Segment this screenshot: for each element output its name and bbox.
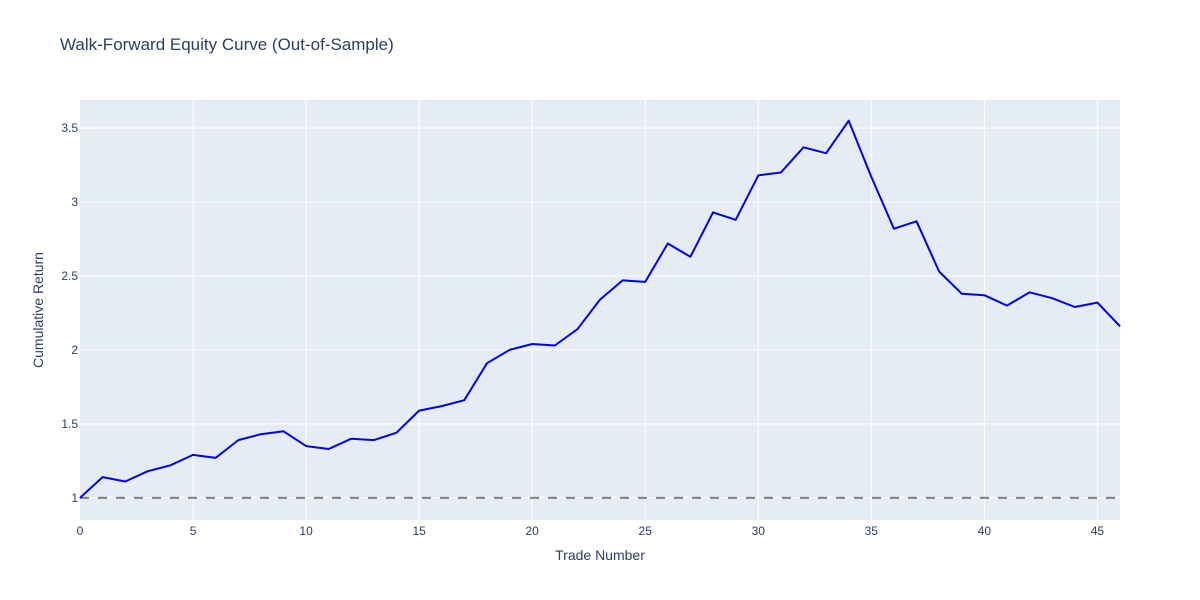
y-tick-label: 3 — [71, 195, 78, 209]
x-gridlines — [192, 100, 1098, 520]
y-tick-label: 2 — [71, 343, 78, 357]
y-tick-label: 1 — [71, 491, 78, 505]
x-tick-label: 5 — [190, 524, 197, 538]
equity-curve-line — [79, 119, 1121, 499]
chart-title: Walk-Forward Equity Curve (Out-of-Sample… — [60, 35, 394, 54]
x-tick-label: 15 — [412, 524, 426, 538]
x-tick-label: 45 — [1091, 524, 1105, 538]
plot-area[interactable] — [80, 100, 1120, 520]
x-tick-label: 20 — [525, 524, 539, 538]
y-axis-ticks: 1 1.5 2 2.5 3 3.5 — [61, 121, 78, 505]
y-tick-label: 2.5 — [61, 269, 78, 283]
x-tick-label: 35 — [865, 524, 879, 538]
y-tick-label: 1.5 — [61, 417, 78, 431]
x-axis-title: Trade Number — [555, 547, 645, 563]
x-tick-label: 40 — [978, 524, 992, 538]
x-tick-label: 10 — [299, 524, 313, 538]
y-tick-label: 3.5 — [61, 121, 78, 135]
x-tick-label: 0 — [77, 524, 84, 538]
y-axis-title: Cumulative Return — [30, 252, 46, 368]
x-tick-label: 25 — [639, 524, 653, 538]
x-tick-label: 30 — [752, 524, 766, 538]
x-axis-ticks: 0 5 10 15 20 25 30 35 40 45 — [77, 524, 1105, 538]
